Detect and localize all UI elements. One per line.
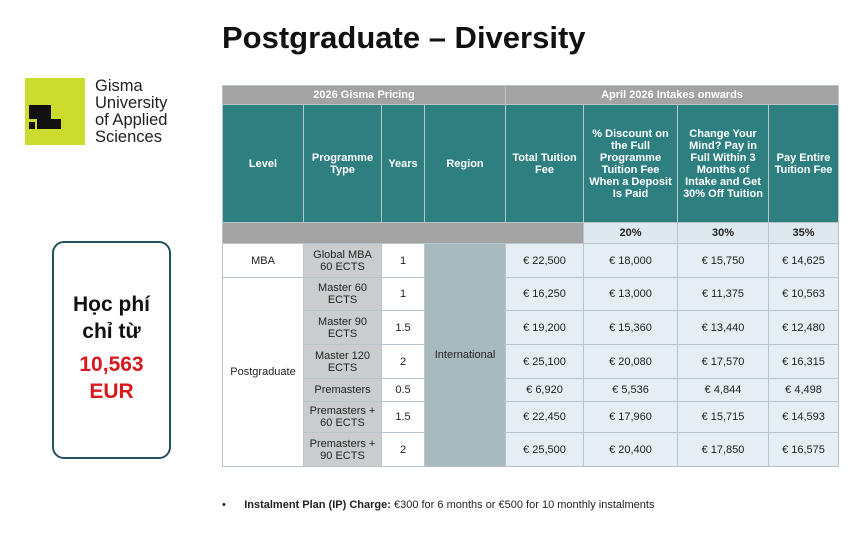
data-row: Premasters 0.5 € 6,920 € 5,536 € 4,844 € 4,49… bbox=[223, 378, 840, 402]
promo-box: Học phí chỉ từ 10,563 EUR bbox=[52, 241, 171, 459]
price-cell: € 5,536 bbox=[583, 378, 678, 402]
price-cell: € 20,400 bbox=[583, 432, 678, 467]
data-row: Master 120 ECTS 2 € 25,100 € 20,080 € 17,570… bbox=[223, 344, 840, 379]
price-cell: € 17,850 bbox=[677, 432, 769, 467]
programme-cell: Master 120 ECTS bbox=[303, 344, 382, 379]
data-row: Postgraduate Master 60 ECTS 1 € 16,250 € 13,… bbox=[222, 277, 840, 467]
programme-cell: Master 90 ECTS bbox=[303, 310, 382, 345]
price-cell: € 11,375 bbox=[677, 277, 769, 311]
data-row: Premasters + 90 ECTS 2 € 25,500 € 20,400 € 1… bbox=[223, 432, 840, 467]
price-cell: € 20,080 bbox=[583, 344, 678, 379]
programme-cell: Global MBA 60 ECTS bbox=[303, 243, 382, 278]
promo-text: Học phí bbox=[73, 293, 150, 316]
price-cell: € 14,625 bbox=[767, 243, 840, 278]
column-header: Level bbox=[222, 104, 304, 223]
discount-cell: 30% bbox=[677, 222, 769, 244]
column-header: Years bbox=[381, 104, 425, 223]
logo-line: of Applied bbox=[95, 111, 168, 129]
price-cell: € 4,498 bbox=[767, 378, 840, 402]
price-cell: € 12,480 bbox=[767, 310, 840, 345]
footnote-label: Instalment Plan (IP) Charge: bbox=[244, 499, 391, 511]
column-header: Pay Entire Tuition Fee bbox=[767, 104, 840, 223]
page-title: Postgraduate – Diversity bbox=[222, 20, 586, 55]
data-row: Master 90 ECTS 1.5 € 19,200 € 15,360 € 13,44… bbox=[223, 310, 840, 345]
years-cell: 1 bbox=[381, 277, 425, 311]
promo-price: 10,563 bbox=[79, 353, 144, 376]
price-cell: € 19,200 bbox=[505, 310, 584, 345]
price-cell: € 10,563 bbox=[767, 277, 840, 311]
price-cell: € 25,500 bbox=[505, 432, 584, 467]
price-cell: € 15,750 bbox=[677, 243, 769, 278]
column-header: Region bbox=[424, 104, 506, 223]
programme-cell: Premasters bbox=[303, 378, 382, 402]
price-cell: € 22,450 bbox=[505, 401, 584, 433]
logo-text: Gisma University of Applied Sciences bbox=[95, 78, 167, 146]
price-cell: € 6,920 bbox=[505, 378, 584, 402]
group-header-row: 2026 Gisma Pricing April 2026 Intakes onw… bbox=[222, 85, 840, 105]
data-row: MBA Global MBA 60 ECTS 1 International € 22,… bbox=[222, 243, 840, 467]
discount-cell: 35% bbox=[767, 222, 840, 244]
level-cell: MBA bbox=[222, 243, 304, 278]
programme-cell: Premasters + 90 ECTS bbox=[303, 432, 382, 467]
promo-text: chỉ từ bbox=[82, 320, 141, 343]
price-cell: € 14,593 bbox=[767, 401, 840, 433]
price-cell: € 4,844 bbox=[677, 378, 769, 402]
price-cell: € 22,500 bbox=[505, 243, 584, 278]
price-cell: € 17,960 bbox=[583, 401, 678, 433]
footnote-text: €300 for 6 months or €500 for 10 monthly… bbox=[393, 499, 655, 511]
years-cell: 1.5 bbox=[381, 401, 425, 433]
discount-cell: 20% bbox=[583, 222, 678, 244]
pricing-table: 2026 Gisma Pricing April 2026 Intakes onw… bbox=[222, 85, 840, 467]
price-cell: € 15,715 bbox=[677, 401, 769, 433]
price-cell: € 16,575 bbox=[767, 432, 840, 467]
price-cell: € 18,000 bbox=[583, 243, 678, 278]
years-cell: 2 bbox=[381, 344, 425, 379]
programme-cell: Premasters + 60 ECTS bbox=[303, 401, 382, 433]
price-cell: € 16,250 bbox=[505, 277, 584, 311]
years-cell: 1 bbox=[381, 243, 425, 278]
discount-row: 20% 30% 35% bbox=[222, 222, 840, 244]
blank-cell bbox=[222, 222, 584, 244]
data-row: Premasters + 60 ECTS 1.5 € 22,450 € 17,960 €… bbox=[223, 401, 840, 433]
logo-mark bbox=[25, 78, 85, 145]
price-cell: € 13,440 bbox=[677, 310, 769, 345]
logo-line: Sciences bbox=[95, 128, 162, 146]
years-cell: 0.5 bbox=[381, 378, 425, 402]
years-cell: 1.5 bbox=[381, 310, 425, 345]
logo-line: University bbox=[95, 94, 168, 112]
price-cell: € 16,315 bbox=[767, 344, 840, 379]
header-row: Level Programme Type Years Region Total Tuit… bbox=[222, 104, 840, 223]
price-cell: € 13,000 bbox=[583, 277, 678, 311]
group-header: 2026 Gisma Pricing bbox=[222, 85, 506, 105]
group-header: April 2026 Intakes onwards bbox=[504, 85, 840, 105]
column-header: % Discount on the Full Programme Tuition… bbox=[583, 104, 678, 223]
column-header: Programme Type bbox=[303, 104, 382, 223]
level-cell: Postgraduate bbox=[222, 277, 304, 467]
footnote: • Instalment Plan (IP) Charge: €300 for … bbox=[222, 499, 655, 511]
region-cell: International bbox=[424, 243, 506, 467]
price-cell: € 15,360 bbox=[583, 310, 678, 345]
years-cell: 2 bbox=[381, 432, 425, 467]
price-cell: € 17,570 bbox=[677, 344, 769, 379]
column-header: Change Your Mind? Pay in Full Within 3 M… bbox=[677, 104, 769, 223]
logo-line: Gisma bbox=[95, 77, 143, 95]
programme-cell: Master 60 ECTS bbox=[303, 277, 382, 311]
column-header: Total Tuition Fee bbox=[505, 104, 584, 223]
promo-price: EUR bbox=[89, 380, 134, 403]
price-cell: € 25,100 bbox=[505, 344, 584, 379]
